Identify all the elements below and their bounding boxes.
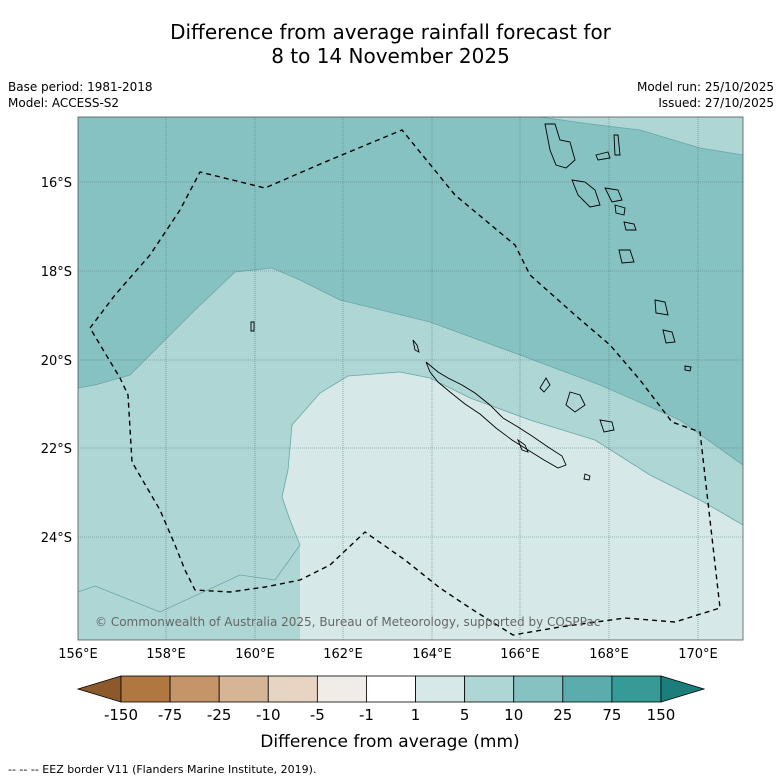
colorbar-segment xyxy=(513,675,564,703)
colorbar-tick-label: 5 xyxy=(460,706,470,724)
colorbar-tick-label: -5 xyxy=(310,706,325,724)
colorbar-tick-label: -10 xyxy=(256,706,281,724)
copyright-text: © Commonwealth of Australia 2025, Bureau… xyxy=(95,615,600,629)
loyalty-island-ouvea xyxy=(539,377,551,393)
colorbar-extend-low xyxy=(76,675,122,703)
colorbar-segment xyxy=(562,675,613,703)
title-line-1: Difference from average rainfall forecas… xyxy=(170,20,611,44)
lon-label: 164°E xyxy=(412,647,452,662)
lon-label: 166°E xyxy=(500,647,540,662)
vanuatu-pentecost xyxy=(613,134,621,156)
colorbar-tick-label: 10 xyxy=(504,706,523,724)
title-line-2: 8 to 14 November 2025 xyxy=(271,44,510,68)
base-period: Base period: 1981-2018 xyxy=(8,80,153,94)
isle-of-pines xyxy=(583,473,591,481)
map-title: Difference from average rainfall forecas… xyxy=(0,20,781,68)
loyalty-island-lifou xyxy=(565,391,586,413)
map-frame xyxy=(77,116,744,641)
new-caledonia-island xyxy=(425,361,567,469)
colorbar-segment xyxy=(611,675,662,703)
colorbar-segment xyxy=(218,675,269,703)
vanuatu-ambrym xyxy=(604,187,623,203)
islands xyxy=(250,123,692,481)
vanuatu-maewo xyxy=(595,151,611,161)
lon-label: 162°E xyxy=(323,647,363,662)
lon-label: 170°E xyxy=(678,647,718,662)
meta-right: Model run: 25/10/2025 Issued: 27/10/2025 xyxy=(637,79,774,111)
vanuatu-espiritu-santo xyxy=(544,123,576,169)
lon-label: 156°E xyxy=(58,647,98,662)
model-run: Model run: 25/10/2025 xyxy=(636,80,774,94)
lon-label: 160°E xyxy=(235,647,275,662)
rainfall-anomaly-map xyxy=(78,117,743,640)
colorbar-tick-label: -75 xyxy=(158,706,183,724)
colorbar-tick-label: 150 xyxy=(647,706,676,724)
lat-label: 16°S xyxy=(41,176,72,191)
lon-label: 168°E xyxy=(589,647,629,662)
colorbar-segment xyxy=(366,675,416,703)
graticule xyxy=(78,117,743,640)
colorbar-segment xyxy=(120,675,171,703)
colorbar xyxy=(76,675,706,703)
issued-date: Issued: 27/10/2025 xyxy=(658,96,774,110)
lon-label: 158°E xyxy=(146,647,186,662)
colorbar-tick-label: -150 xyxy=(104,706,138,724)
colorbar-title: Difference from average (mm) xyxy=(260,732,519,752)
model-name: Model: ACCESS-S2 xyxy=(8,96,120,110)
lat-label: 22°S xyxy=(41,442,72,457)
colorbar-segment xyxy=(316,675,367,703)
band-5-to-10-south xyxy=(78,545,300,640)
colorbar-segment xyxy=(267,675,318,703)
chesterfield-islet xyxy=(250,321,255,332)
vanuatu-erromango xyxy=(654,299,669,316)
colorbar-tick-label: -25 xyxy=(207,706,232,724)
colorbar-tick-label: -1 xyxy=(359,706,374,724)
lat-label: 20°S xyxy=(41,354,72,369)
vanuatu-aneityum xyxy=(684,365,692,372)
colorbar-extend-high xyxy=(660,675,706,703)
lat-labels: 16°S 18°S 20°S 22°S 24°S xyxy=(41,176,72,546)
colorbar-tick-label: 1 xyxy=(411,706,421,724)
vanuatu-epi xyxy=(614,204,626,216)
contour-lines xyxy=(78,117,743,613)
colorbar-tick-labels: -150 -75 -25 -10 -5 -1 1 5 10 25 75 150 xyxy=(104,706,675,724)
belep-islet xyxy=(412,339,420,353)
colorbar-segment xyxy=(415,675,466,703)
footer-eez-note: -- -- -- EEZ border V11 (Flanders Marine… xyxy=(8,763,317,776)
vanuatu-tanna xyxy=(662,329,676,344)
lat-label: 18°S xyxy=(41,265,72,280)
vanuatu-efate xyxy=(618,249,635,264)
band-1-to-5 xyxy=(282,372,743,640)
vanuatu-malekula xyxy=(571,179,601,208)
colorbar-segment xyxy=(464,675,515,703)
lat-label: 24°S xyxy=(41,531,72,546)
loyalty-island-mare xyxy=(599,419,615,433)
lon-labels: 156°E 158°E 160°E 162°E 164°E 166°E 168°… xyxy=(58,647,718,662)
islet xyxy=(517,438,529,453)
vanuatu-efate-north xyxy=(623,221,637,231)
colorbar-tick-label: 25 xyxy=(553,706,572,724)
colorbar-tick-label: 75 xyxy=(602,706,621,724)
colorbar-segment xyxy=(169,675,220,703)
meta-left: Base period: 1981-2018 Model: ACCESS-S2 xyxy=(8,79,153,111)
